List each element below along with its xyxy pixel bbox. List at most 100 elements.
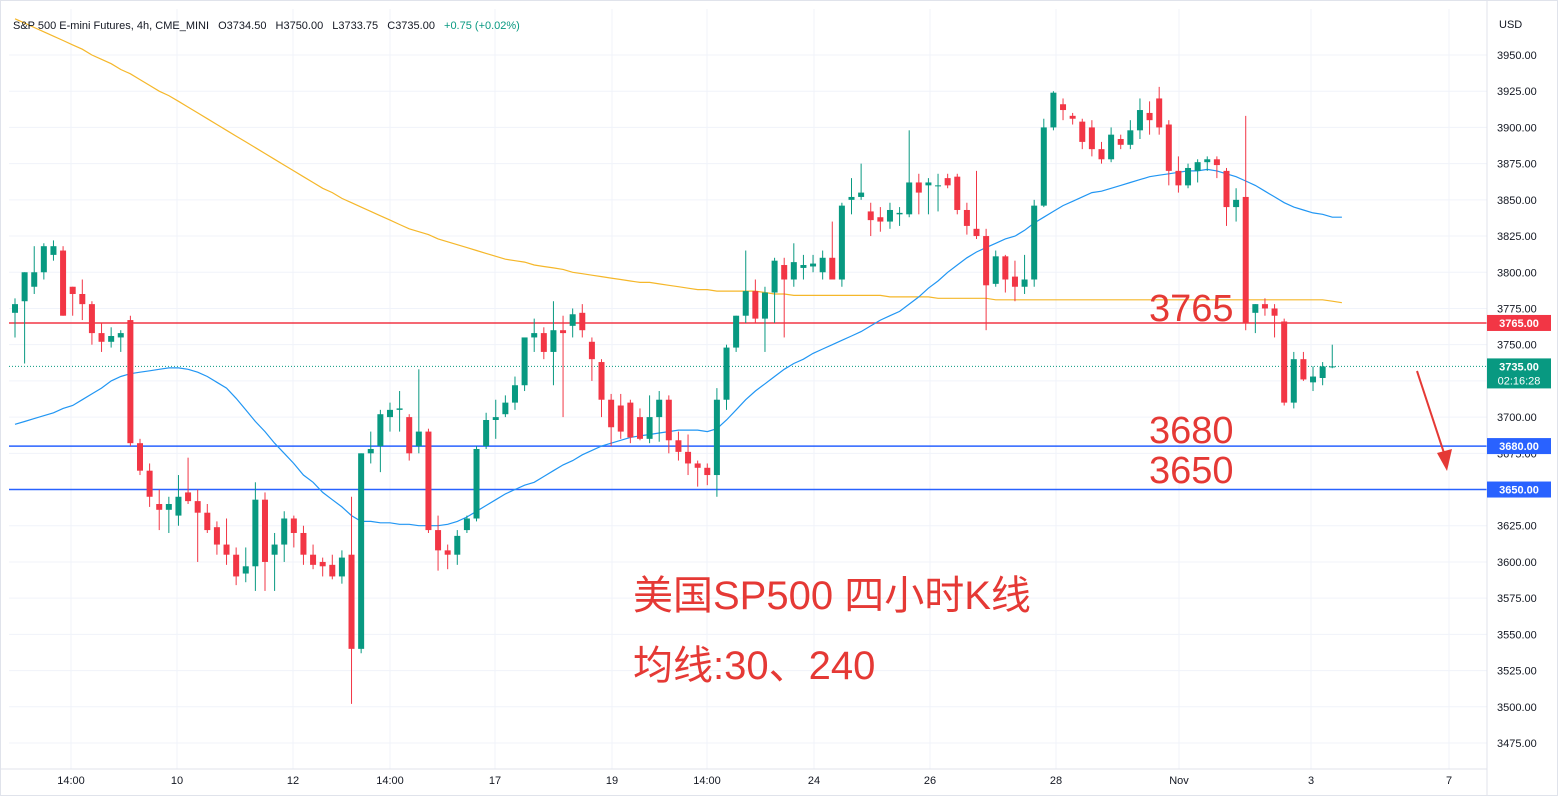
candle[interactable] — [1165, 120, 1172, 186]
candle[interactable] — [338, 550, 345, 584]
candle[interactable] — [1233, 188, 1240, 222]
candle[interactable] — [569, 308, 576, 338]
candle[interactable] — [88, 301, 95, 345]
candle[interactable] — [1117, 134, 1124, 150]
candle[interactable] — [136, 438, 143, 476]
candle[interactable] — [175, 475, 182, 526]
candle[interactable] — [906, 130, 913, 218]
candle[interactable] — [348, 496, 355, 704]
candle[interactable] — [454, 530, 461, 565]
candle[interactable] — [915, 173, 922, 215]
candle[interactable] — [1223, 167, 1230, 226]
candle[interactable] — [127, 315, 134, 447]
candle[interactable] — [1252, 304, 1259, 334]
candle[interactable] — [848, 178, 855, 215]
candle[interactable] — [1136, 98, 1143, 140]
candle[interactable] — [1011, 260, 1018, 302]
candle[interactable] — [1088, 120, 1095, 157]
candle[interactable] — [771, 257, 778, 323]
candle[interactable] — [1175, 156, 1182, 193]
candle[interactable] — [819, 250, 826, 280]
candle[interactable] — [117, 330, 124, 352]
candle[interactable] — [665, 395, 672, 454]
candle[interactable] — [761, 286, 768, 352]
candle[interactable] — [406, 414, 413, 461]
candle[interactable] — [1310, 366, 1317, 392]
candle[interactable] — [79, 279, 86, 321]
candle[interactable] — [242, 547, 249, 583]
candle[interactable] — [213, 521, 220, 555]
candle[interactable] — [742, 250, 749, 323]
candle[interactable] — [1002, 254, 1009, 293]
candle[interactable] — [1098, 141, 1105, 164]
candle[interactable] — [483, 412, 490, 449]
candle[interactable] — [12, 298, 18, 338]
candle[interactable] — [646, 395, 653, 444]
candle[interactable] — [704, 463, 711, 486]
candle[interactable] — [675, 431, 682, 461]
candle[interactable] — [223, 518, 230, 565]
candle[interactable] — [1108, 127, 1115, 163]
candle[interactable] — [156, 489, 163, 531]
candle[interactable] — [21, 272, 28, 364]
candle[interactable] — [944, 173, 951, 189]
candle[interactable] — [560, 315, 567, 418]
candle[interactable] — [925, 178, 932, 215]
candle[interactable] — [896, 207, 903, 226]
candle[interactable] — [973, 170, 980, 239]
candle[interactable] — [656, 391, 663, 442]
candle[interactable] — [1290, 351, 1297, 409]
candle[interactable] — [194, 489, 201, 562]
candle[interactable] — [800, 254, 807, 280]
candle[interactable] — [60, 246, 67, 316]
candle[interactable] — [954, 173, 961, 215]
candle[interactable] — [1079, 118, 1086, 150]
candle[interactable] — [415, 369, 422, 454]
candle[interactable] — [502, 395, 509, 418]
candle[interactable] — [50, 240, 57, 261]
candle[interactable] — [435, 515, 442, 571]
candle[interactable] — [1040, 118, 1047, 208]
candle[interactable] — [31, 246, 38, 294]
candle[interactable] — [98, 322, 105, 352]
candle[interactable] — [963, 202, 970, 235]
candle[interactable] — [444, 544, 451, 570]
candle[interactable] — [608, 393, 615, 447]
candle[interactable] — [252, 482, 259, 591]
candle[interactable] — [1050, 91, 1057, 131]
candle[interactable] — [1156, 86, 1163, 135]
candle[interactable] — [329, 554, 336, 580]
candle[interactable] — [810, 254, 817, 273]
candle[interactable] — [1069, 112, 1076, 125]
candle[interactable] — [69, 286, 76, 316]
candle[interactable] — [1261, 298, 1268, 316]
candle[interactable] — [386, 402, 393, 432]
candle[interactable] — [617, 393, 624, 439]
candle[interactable] — [627, 399, 634, 444]
candle[interactable] — [233, 547, 240, 586]
candle[interactable] — [935, 173, 942, 212]
candle[interactable] — [261, 492, 268, 591]
candle[interactable] — [550, 301, 557, 386]
candle[interactable] — [1329, 344, 1336, 369]
candle[interactable] — [992, 250, 999, 287]
candle[interactable] — [838, 202, 845, 287]
candle[interactable] — [752, 279, 759, 323]
candle[interactable] — [290, 515, 297, 548]
candle[interactable] — [713, 388, 720, 497]
candle[interactable] — [271, 532, 278, 591]
candle[interactable] — [579, 304, 586, 338]
candle[interactable] — [858, 163, 865, 200]
candle[interactable] — [1319, 362, 1326, 386]
candle[interactable] — [636, 408, 643, 441]
candle[interactable] — [492, 399, 499, 439]
candle[interactable] — [310, 544, 317, 570]
candle[interactable] — [367, 431, 374, 464]
candle[interactable] — [1271, 304, 1278, 338]
candle[interactable] — [877, 207, 884, 232]
candle[interactable] — [165, 496, 172, 533]
candle[interactable] — [521, 337, 528, 392]
candle[interactable] — [790, 243, 797, 287]
candle[interactable] — [1204, 156, 1211, 171]
